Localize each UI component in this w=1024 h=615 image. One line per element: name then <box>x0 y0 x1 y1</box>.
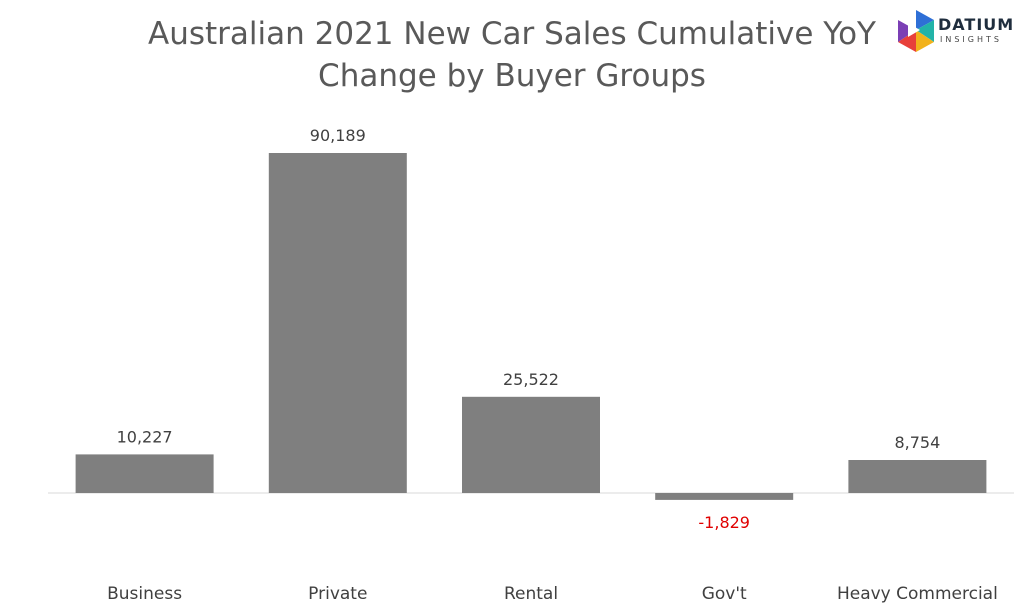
bar-gov-t <box>655 493 794 500</box>
logo-subtitle: INSIGHTS <box>940 35 1002 44</box>
data-label: 90,189 <box>310 126 366 145</box>
chart-title-line-1: Australian 2021 New Car Sales Cumulative… <box>148 16 876 52</box>
logo-wordmark: DATIUM <box>938 15 1015 34</box>
category-label: Rental <box>504 584 558 604</box>
chart-title-line-2: Change by Buyer Groups <box>318 58 706 94</box>
data-label: -1,829 <box>698 513 750 532</box>
data-label: 10,227 <box>117 427 173 446</box>
bar-business <box>75 454 214 493</box>
bar-rental <box>462 396 600 493</box>
data-label: 25,522 <box>503 370 559 389</box>
datium-cube-icon <box>898 10 934 52</box>
category-label: Heavy Commercial <box>837 584 998 604</box>
bar-heavy-commercial <box>848 460 987 493</box>
category-label: Business <box>107 584 182 604</box>
category-label: Private <box>308 584 367 604</box>
category-label: Gov't <box>702 584 747 604</box>
bar-private <box>268 153 407 493</box>
datium-logo: DATIUM INSIGHTS <box>896 8 1020 54</box>
data-label: 8,754 <box>894 433 940 452</box>
